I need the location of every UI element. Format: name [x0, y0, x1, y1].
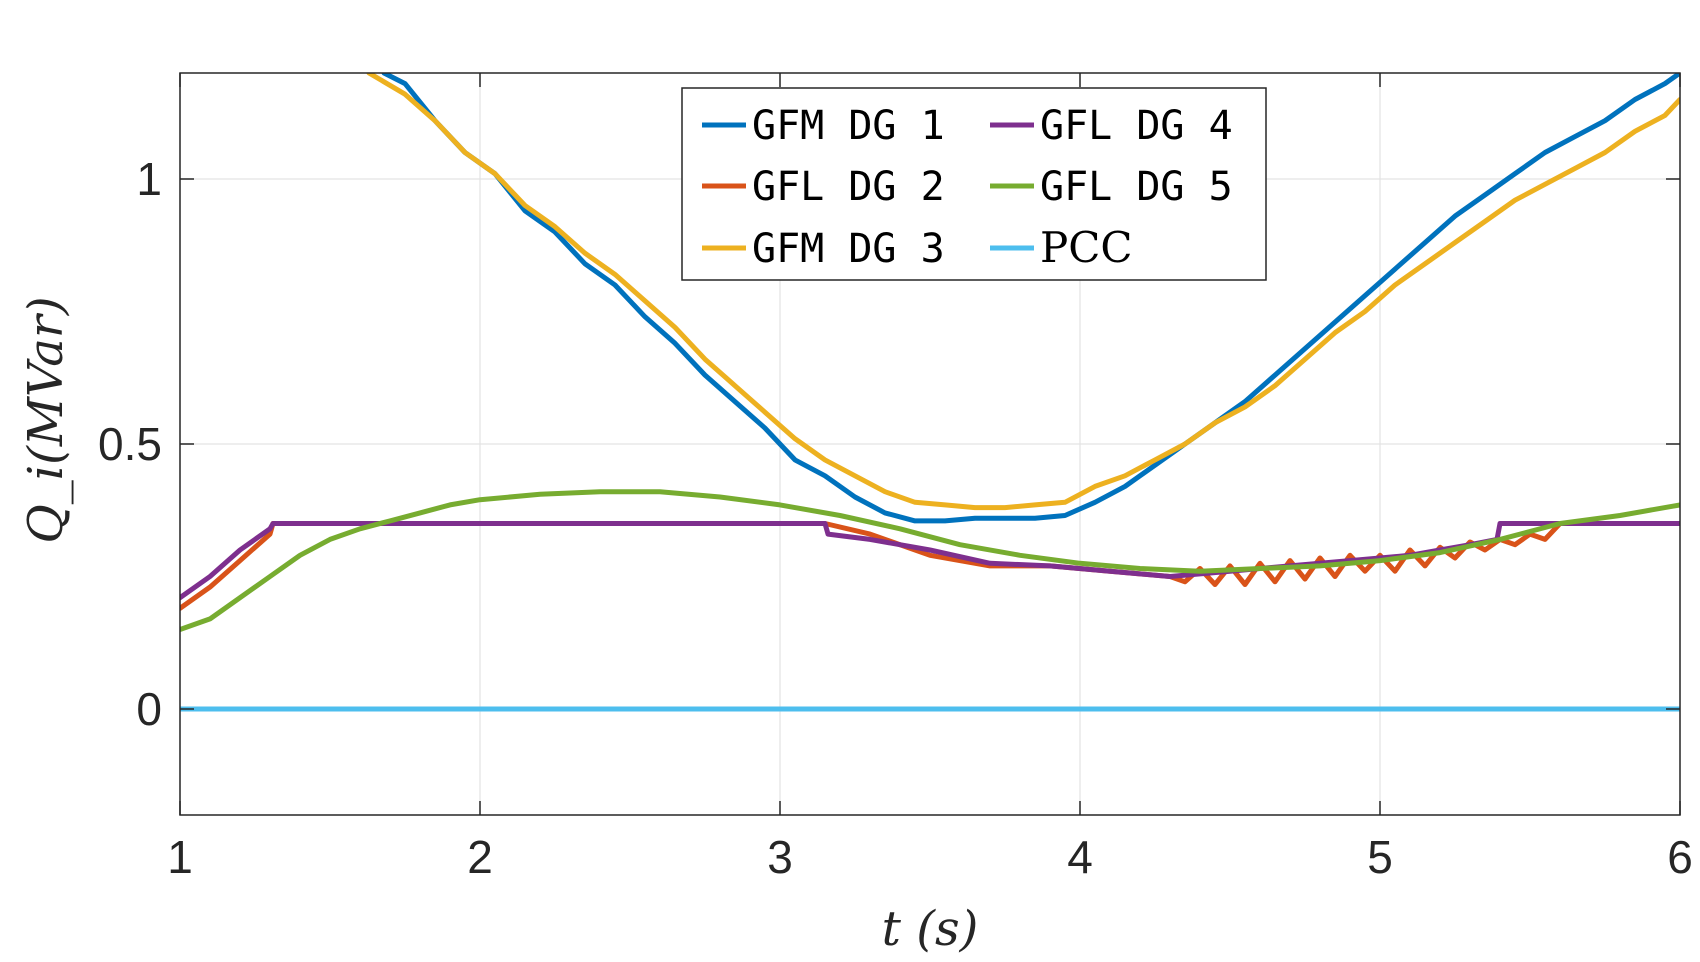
series-line-gfm-dg-1 [381, 73, 1680, 524]
y-tick-label: 1 [136, 153, 162, 205]
series-line-gfl-dg-5 [180, 489, 1680, 632]
legend: GFM DG 1 GFL DG 2 GFM DG 3 GFL DG 4 GFL DG 5… [681, 87, 1267, 281]
x-tick-label: 1 [167, 831, 193, 883]
x-tick-label: 4 [1067, 831, 1093, 883]
legend-entry: PCC [1040, 223, 1133, 272]
legend-entry: GFL DG 2 [752, 164, 945, 210]
x-tick-label: 6 [1667, 831, 1693, 883]
x-axis-label: t (s) [882, 901, 979, 957]
y-axis-label: Q_i(MVar) [18, 296, 74, 543]
legend-box [681, 87, 1267, 281]
legend-entry: GFL DG 4 [1040, 103, 1233, 149]
legend-entry: GFM DG 1 [752, 103, 945, 149]
series-layer [180, 73, 1680, 712]
y-tick-label: 0 [136, 683, 162, 735]
legend-entry: GFL DG 5 [1040, 164, 1233, 210]
series-line-gfm-dg-3 [366, 73, 1680, 511]
x-tick-label: 2 [467, 831, 493, 883]
x-tick-label: 5 [1367, 831, 1393, 883]
x-tick-label: 3 [767, 831, 793, 883]
y-tick-label: 0.5 [98, 418, 162, 470]
ticks: 1 2 3 4 5 6 0 0.5 1 [98, 73, 1693, 883]
legend-entry: GFM DG 3 [752, 226, 945, 272]
